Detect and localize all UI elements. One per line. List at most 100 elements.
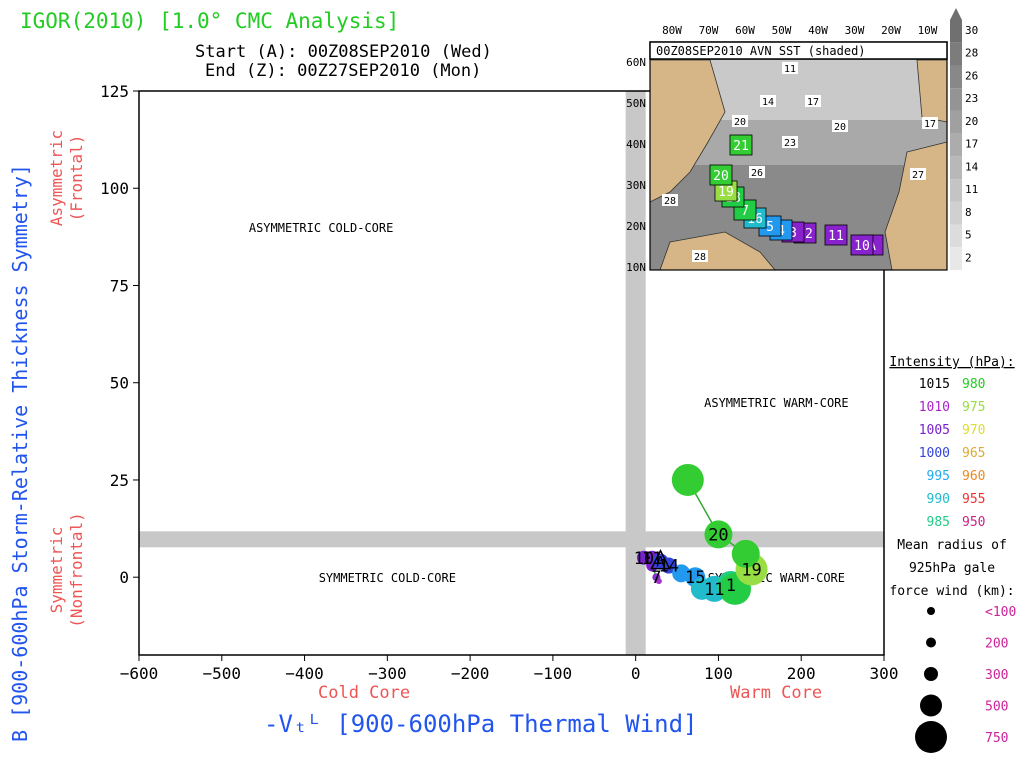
legend-intensity-left: 995 [927, 469, 950, 484]
track-point [652, 573, 661, 582]
inset-lon-label: 70W [699, 24, 719, 37]
inset-track-box [824, 224, 848, 246]
colorbar-tick-label: 26 [965, 69, 978, 82]
inset-sst-label: 28 [694, 252, 706, 263]
y-tick-label: 0 [119, 568, 129, 587]
colorbar-swatch [950, 201, 962, 225]
x-tick-label: −400 [285, 664, 324, 683]
y-tick-label: 50 [110, 374, 129, 393]
x-axis-label: -Vₜᴸ [900-600hPa Thermal Wind] [264, 710, 697, 738]
legend-intensity-left: 1015 [919, 377, 950, 392]
colorbar-tick-label: 14 [965, 160, 979, 173]
colorbar-tick-label: 20 [965, 115, 978, 128]
track-point-label: 15 [685, 568, 705, 588]
colorbar-swatch [950, 179, 962, 202]
colorbar-arrow [950, 8, 962, 20]
legend-intensity-right: 960 [962, 469, 985, 484]
end-time-label: End (Z): 00Z27SEP2010 (Mon) [205, 61, 481, 81]
y-tick-label: 100 [100, 179, 129, 198]
inset-lat-label: 10N [626, 261, 646, 274]
colorbar-swatch [950, 20, 962, 43]
legend-intensity-right: 970 [962, 423, 985, 438]
colorbar-swatch [950, 133, 962, 157]
plot-area: −600 −500 −400 −300 −200 −100 0 100 200 300 0 25 50 7… [100, 82, 898, 683]
colorbar-tick-label: 30 [965, 24, 978, 37]
legend-intensity-right: 975 [962, 400, 985, 415]
x-tick-label: 100 [704, 664, 733, 683]
start-time-label: Start (A): 00Z08SEP2010 (Wed) [195, 42, 492, 62]
legend-radius-dot [927, 607, 935, 615]
inset-lat-label: 30N [626, 179, 646, 192]
x-side-label-left: Cold Core [318, 683, 410, 703]
track-point-label: 7 [651, 568, 661, 588]
legend-intensity-left: 1000 [919, 446, 950, 461]
inset-track-box [709, 164, 733, 186]
colorbar-swatch [950, 247, 962, 270]
y-side-label-bottom-sub: (Nonfrontal) [67, 512, 86, 628]
track-point [704, 520, 733, 549]
track-point [731, 539, 760, 568]
colorbar-swatch [950, 65, 962, 89]
inset-track-box-label: 7 [741, 204, 749, 219]
x-side-label-right: Warm Core [730, 683, 822, 703]
x-tick-label: −500 [203, 664, 242, 683]
inset-track-box-label: 5 [766, 220, 774, 235]
colorbar-swatch [950, 110, 962, 134]
plot-frame [138, 90, 885, 656]
y-side-label-top-sub: (Frontal) [67, 135, 86, 222]
y-side-label-top: Asymmetric [47, 130, 66, 226]
inset-sst-label-bg [922, 117, 938, 129]
legend-radius-label: 300 [985, 668, 1008, 683]
x-tick-label: −200 [451, 664, 490, 683]
x-tick-label: −600 [120, 664, 159, 683]
x-tick-label: 0 [631, 664, 641, 683]
inset-track-box-label: 20 [713, 169, 729, 184]
y-tick-label: 125 [100, 82, 129, 101]
legend-intensity-left: 1005 [919, 423, 950, 438]
legend-radius-label: 200 [985, 637, 1008, 652]
inset-map: 00Z08SEP2010 AVN SST (shaded) 80W 70W 60W 50… [626, 8, 979, 274]
inset-lon-label: 60W [735, 24, 755, 37]
inset-sst-label-bg [749, 166, 765, 178]
y-tick-label: 75 [110, 276, 129, 295]
legend-intensity-left: 985 [927, 515, 950, 530]
inset-lat-label: 20N [626, 220, 646, 233]
inset-track-box-label: 10 [854, 239, 870, 254]
inset-sst-label: 11 [784, 64, 796, 75]
quadrant-label: ASYMMETRIC WARM-CORE [704, 396, 849, 410]
quadrant-label: SYMMETRIC COLD-CORE [319, 571, 456, 585]
track-point-label: 10 [634, 549, 654, 569]
x-tick-label: 200 [787, 664, 816, 683]
inset-sst-label-bg [732, 115, 748, 127]
legend-radius-dot [926, 637, 936, 648]
legend-intensity-left: 1010 [919, 400, 950, 415]
inset-title-box [649, 41, 948, 60]
inset-lon-label: 10W [918, 24, 938, 37]
inset-track-box-label: 11 [828, 229, 844, 244]
inset-sst-label: 17 [924, 119, 936, 130]
legend-intensity-right: 980 [962, 377, 985, 392]
legend-radius-label: 750 [985, 731, 1008, 746]
inset-sst-label: 20 [734, 117, 746, 128]
inset-track-box-label: 3 [789, 226, 797, 241]
inset-track-box-label: 19 [718, 185, 734, 200]
legend-radius-dot [920, 694, 942, 717]
legend: Intensity (hPa): 1015 980 1010 975 1005 970 100… [889, 355, 1016, 753]
inset-europe [916, 59, 948, 123]
inset-sst-label-bg [782, 62, 798, 74]
colorbar-tick-label: 5 [965, 229, 972, 242]
colorbar-tick-label: 23 [965, 92, 978, 105]
colorbar-swatch [950, 42, 962, 66]
inset-sst-label: 26 [751, 168, 763, 179]
inset-lon-label: 20W [881, 24, 901, 37]
inset-lon-label: 80W [662, 24, 682, 37]
legend-radius-dot [924, 667, 938, 681]
inset-track-box [729, 134, 753, 156]
legend-radius-title: 925hPa gale [909, 561, 995, 576]
track-point-label: 11 [642, 549, 662, 569]
track-point-label: 14 [659, 557, 679, 577]
inset-north-america [649, 59, 726, 203]
inset-sst-label: 14 [762, 97, 774, 108]
